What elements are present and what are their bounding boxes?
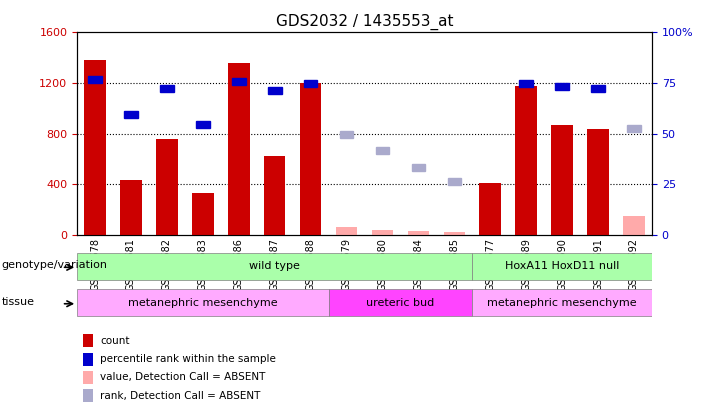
Text: ureteric bud: ureteric bud [367,298,435,308]
Bar [232,78,245,85]
Bar [472,253,652,280]
Bar [447,178,461,185]
Bar [264,156,285,235]
Text: wild type: wild type [250,261,300,271]
Bar [336,227,358,235]
Text: rank, Detection Call = ABSENT: rank, Detection Call = ABSENT [100,390,261,401]
Bar [268,87,282,94]
Bar [124,111,138,118]
Bar [156,139,178,235]
Bar [300,83,321,235]
Bar [376,147,389,153]
Bar [77,289,329,316]
Bar [77,253,472,280]
Text: tissue: tissue [1,297,34,307]
Title: GDS2032 / 1435553_at: GDS2032 / 1435553_at [275,13,454,30]
Bar [88,76,102,83]
Bar [196,122,210,128]
Text: metanephric mesenchyme: metanephric mesenchyme [487,298,637,308]
Bar [411,164,426,171]
Bar [329,289,472,316]
Bar [83,352,93,366]
Bar [472,289,652,316]
Bar [407,231,429,235]
Bar [519,79,533,87]
Bar [160,85,174,92]
Bar [83,334,93,347]
Bar [627,125,641,132]
Bar [587,129,608,235]
Bar [372,230,393,235]
Text: percentile rank within the sample: percentile rank within the sample [100,354,276,364]
Bar [228,63,250,235]
Bar [591,85,605,92]
Bar [340,132,353,139]
Text: value, Detection Call = ABSENT: value, Detection Call = ABSENT [100,372,266,382]
Bar [121,181,142,235]
Bar [84,60,106,235]
Text: count: count [100,336,130,346]
Bar [192,193,214,235]
Text: metanephric mesenchyme: metanephric mesenchyme [128,298,278,308]
Bar [83,389,93,402]
Text: HoxA11 HoxD11 null: HoxA11 HoxD11 null [505,261,619,271]
Bar [515,85,537,235]
Bar [551,125,573,235]
Bar [83,371,93,384]
Bar [623,216,645,235]
Bar [479,183,501,235]
Text: genotype/variation: genotype/variation [1,260,107,270]
Bar [444,232,465,235]
Bar [555,83,569,90]
Bar [304,79,318,87]
